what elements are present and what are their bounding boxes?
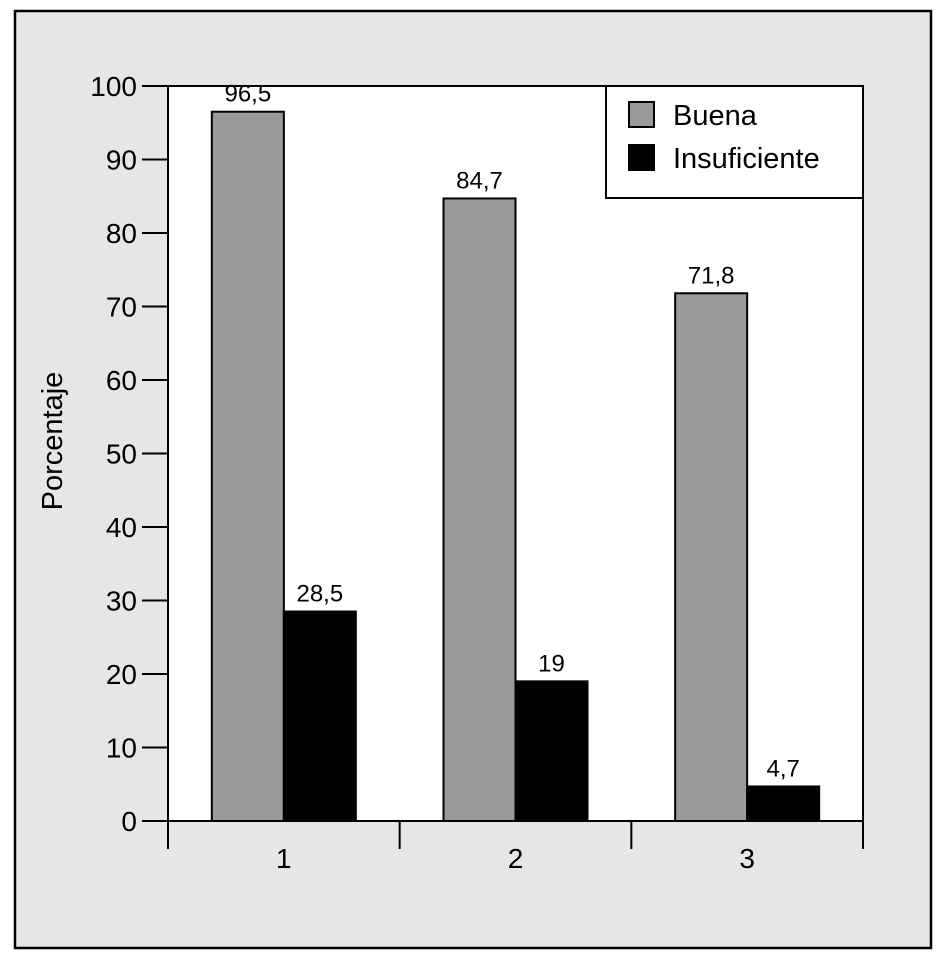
legend-label: Insuficiente	[673, 143, 820, 175]
y-tick-label: 10	[106, 733, 137, 764]
bar-labels: 96,5 28,5 84,7 19 71,8 4,7	[224, 81, 799, 783]
y-tick-label: 60	[106, 365, 137, 396]
legend-swatch	[628, 144, 655, 171]
bar-value-label: 84,7	[456, 167, 503, 194]
y-axis-label: Porcentaje	[37, 372, 69, 511]
y-tick-label: 0	[121, 806, 137, 837]
bar-value-label: 71,8	[688, 262, 735, 289]
x-tick-label: 1	[276, 843, 292, 874]
y-tick-label: 40	[106, 512, 137, 543]
x-tick-label: 2	[508, 843, 524, 874]
y-tick-label: 20	[106, 659, 137, 690]
bars	[210, 110, 821, 823]
legend-swatch	[628, 101, 655, 128]
bar-value-label: 96,5	[224, 81, 271, 108]
y-tick-label: 70	[106, 292, 137, 323]
bar	[514, 680, 589, 822]
bar	[210, 110, 285, 823]
y-tick-label: 90	[106, 145, 137, 176]
bar	[282, 610, 357, 823]
y-axis: 0 10 20 30 40 50 60 70 80 90 100	[90, 71, 168, 837]
legend: Buena Insuficiente	[605, 85, 864, 199]
bar	[746, 785, 821, 823]
bar-value-label: 28,5	[296, 581, 343, 608]
bar-value-label: 19	[538, 650, 565, 677]
y-tick-label: 50	[106, 439, 137, 470]
x-axis: 1 2 3	[167, 821, 864, 874]
x-tick-label: 3	[739, 843, 755, 874]
y-tick-label: 30	[106, 586, 137, 617]
bar	[442, 197, 517, 822]
bar	[674, 292, 749, 822]
legend-label: Buena	[673, 100, 758, 132]
bar-value-label: 4,7	[766, 755, 799, 782]
y-tick-label: 80	[106, 218, 137, 249]
y-tick-label: 100	[90, 71, 137, 102]
